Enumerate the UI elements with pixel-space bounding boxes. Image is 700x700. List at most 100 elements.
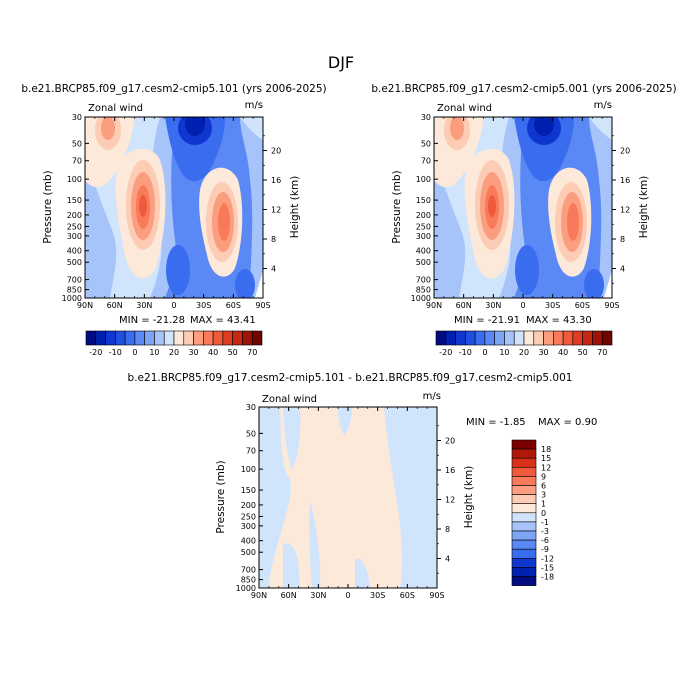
colorbar-main-swatch [251,330,263,346]
y2-tick-label: 4 [271,265,276,274]
colorbar-main-2-swatch [592,330,603,346]
panel-1-region-terrain [255,270,263,298]
y-tick-label: 250 [67,222,82,231]
panel-2-region-paleblue-2 [589,117,612,140]
panel-3-ylabel2: Height (km) [463,466,475,529]
y2-tick-label: 12 [445,496,455,505]
colorbar-main-swatch [173,330,185,346]
y2-tick-label: 20 [620,147,630,156]
colorbar-main-swatch [124,330,136,346]
y-tick-label: 700 [241,566,256,575]
y-tick-label: 300 [241,522,256,531]
y-tick-label: 50 [246,429,256,438]
y-tick-label: 500 [67,258,82,267]
colorbar-diff-swatch [511,530,537,541]
panel-1-left-label: Zonal wind [88,103,143,114]
colorbar-diff-swatch [511,521,537,532]
colorbar-main-swatch [212,330,224,346]
colorbar-main-2-swatch [445,330,456,346]
panel-3-region-neg-7 [384,407,437,588]
x-tick-label: 90S [255,301,270,310]
colorbar-main-2-label: -20 [439,348,452,357]
colorbar-main-label: 10 [149,348,159,357]
colorbar-main-label: 30 [188,348,198,357]
colorbar-diff-swatch [511,485,537,495]
colorbar-main-2-swatch [474,330,486,346]
panel-1-region-darkerblue [185,117,205,136]
colorbar-diff-swatch [511,476,537,486]
panel-1-region-lightblue-2 [240,117,263,298]
x-tick-label: 90N [77,301,93,310]
x-tick-label: 30S [196,301,211,310]
y2-tick-label: 20 [271,147,281,156]
colorbar-main-swatch [242,330,253,346]
colorbar-diff-swatch [511,557,537,568]
y-tick-label: 500 [416,258,431,267]
colorbar-diff-swatch [511,548,537,559]
panel-1-region-lowblue [166,245,190,295]
y2-tick-label: 8 [620,235,625,244]
y-tick-label: 250 [416,222,431,231]
colorbar-main-label: 0 [132,348,137,357]
y-tick-label: 30 [72,113,82,122]
x-tick-label: 0 [345,591,350,600]
panel-3-ylabel: Pressure (mb) [215,460,227,533]
x-tick-label: 90N [426,301,442,310]
y-tick-label: 150 [67,196,82,205]
panel-1-ylabel2: Height (km) [289,176,301,239]
panel-3-region-neg-5 [338,407,352,435]
panel-3-left-label: Zonal wind [262,394,317,405]
colorbar-main-label: 40 [208,348,218,357]
panel-1-title: b.e21.BRCP85.f09_g17.cesm2-cmip5.101 (yr… [21,83,326,95]
colorbar-main-swatch [115,330,126,346]
colorbar-diff-swatch [511,576,537,586]
y-tick-label: 100 [416,175,431,184]
x-tick-label: 60N [281,591,297,600]
colorbar-diff-swatch [511,539,537,550]
panel-1-max: MAX = 43.41 [190,315,256,326]
colorbar-main-2-label: 20 [519,348,529,357]
colorbar-diff-swatch [511,503,537,514]
panel-2-max: MAX = 43.30 [526,315,592,326]
colorbar-diff-swatch [511,457,537,468]
panel-3-region-neg-6 [355,558,370,588]
colorbar-main-2-swatch [533,330,544,346]
panel-1-region-nhstj-4 [139,195,147,217]
colorbar-main-2-swatch [601,330,613,346]
colorbar-diff-swatch [511,448,537,459]
panel-3-max: MAX = 0.90 [538,417,597,428]
x-tick-label: 90S [429,591,444,600]
colorbar-main-label: -10 [109,348,122,357]
panel-2-title: b.e21.BRCP85.f09_g17.cesm2-cmip5.001 (yr… [371,83,676,95]
colorbar-main-2-swatch [523,330,535,346]
x-tick-label: 0 [171,301,176,310]
panel-3-units: m/s [423,391,441,402]
colorbar-main: -20 -10 0 10 20 30 40 50 70 -20 -10 0 10 20 30 40 50 70 [85,330,613,357]
colorbar-diff-label: 1 [541,500,546,509]
colorbar-diff-swatch [511,466,537,477]
colorbar-main-label: -20 [89,348,102,357]
y-tick-label: 500 [241,548,256,557]
colorbar-diff-label: 6 [541,482,546,491]
colorbar-main-2-swatch [582,330,593,346]
x-tick-label: 60S [226,301,241,310]
y-tick-label: 850 [416,286,431,295]
colorbar-diff-label: -18 [541,573,554,582]
panel-2-axes: 90N 60N 30N 0 30S 60S 90S 30 50 70 100 150 200 250300… [411,113,631,310]
colorbar-main-2-swatch [572,330,583,346]
y-tick-label: 70 [421,157,431,166]
panel-2-left-label: Zonal wind [437,103,492,114]
panel-3-field [259,407,437,588]
panel-2-region-terrain [604,270,612,298]
y2-tick-label: 8 [271,235,276,244]
panel-2-region-lightblue-2 [589,117,612,298]
panel-1-field [85,117,263,298]
colorbar-diff-label: 18 [541,445,551,454]
y-tick-label: 200 [67,211,82,220]
panel-1-region-nh-jet-core [101,117,115,140]
colorbar-diff-label: 3 [541,491,546,500]
colorbar-main-swatch [134,330,145,346]
colorbar-main-2-swatch [465,330,476,346]
colorbar-main-swatch [154,330,165,346]
